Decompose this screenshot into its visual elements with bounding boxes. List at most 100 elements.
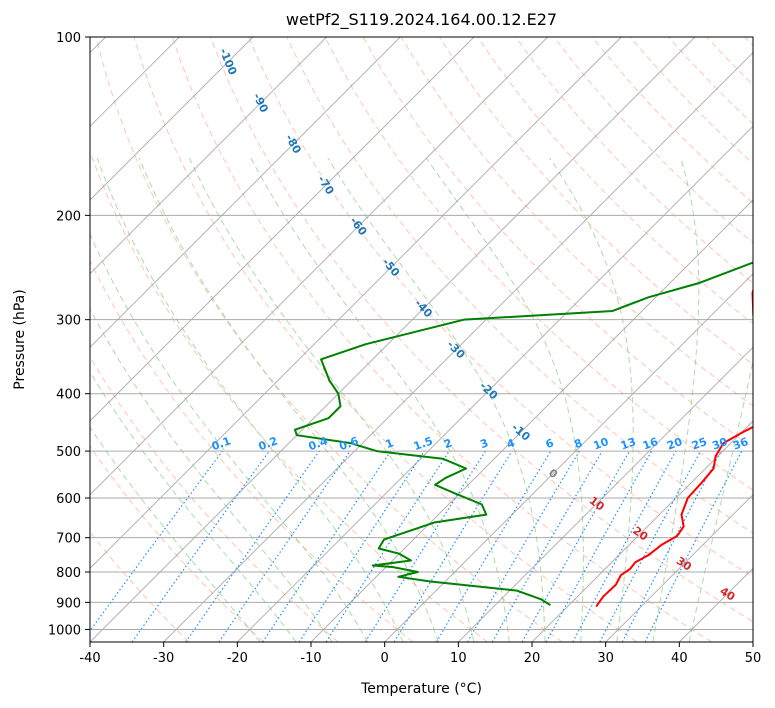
mixing-ratio-label: 1.5 <box>412 434 435 453</box>
mixing-ratio-label: 6 <box>544 436 556 451</box>
dry-adiabat-line <box>744 37 753 47</box>
y-tick-label: 900 <box>56 596 81 611</box>
dry-adiabat-line <box>515 37 753 284</box>
moist-adiabat-line <box>90 233 369 642</box>
y-axis-ticks: 100 200 300 400 500 600 700 800 900 1000 <box>48 31 90 638</box>
x-tick-label: 40 <box>671 651 688 666</box>
mixing-ratio-line <box>218 450 351 642</box>
mixing-ratio-label: 13 <box>619 435 638 452</box>
mixing-ratio-label: 30 <box>710 435 729 453</box>
x-axis-label: Temperature (°C) <box>360 681 482 697</box>
x-tick-label: -20 <box>227 651 248 666</box>
x-axis-ticks: -40 -30 -20 -10 0 10 20 30 40 50 <box>79 642 761 666</box>
isotherm-line <box>678 567 753 642</box>
mixing-ratio-line <box>435 450 552 642</box>
x-tick-label: -40 <box>79 651 100 666</box>
isotherm-line <box>163 51 753 642</box>
x-tick-label: 0 <box>381 651 389 666</box>
moist-adiabat-line <box>250 157 510 642</box>
y-axis-label: Pressure (hPa) <box>12 289 28 389</box>
moist-adiabat-line <box>549 157 634 642</box>
moist-adiabat-line <box>425 157 584 642</box>
y-tick-label: 200 <box>56 209 81 224</box>
mixing-ratio-line <box>90 450 223 632</box>
isotherm-line <box>531 420 753 642</box>
isotherm-line <box>90 37 401 349</box>
mixing-ratio-label: 36 <box>731 435 750 453</box>
x-tick-label: -30 <box>153 651 174 666</box>
dry-adiabat-line <box>90 445 264 642</box>
mixing-ratio-label: 20 <box>665 435 684 453</box>
plot-frame <box>89 36 754 643</box>
dry-adiabat-line <box>210 37 753 623</box>
dry-adiabat-line <box>90 356 339 642</box>
mixing-ratio-label: 8 <box>572 436 584 451</box>
y-tick-label: 500 <box>56 445 81 460</box>
isotherm-line <box>90 37 696 642</box>
mixing-ratio-line <box>644 450 743 642</box>
dry-adiabat-line <box>553 37 753 244</box>
moist-adiabat-line <box>327 157 546 642</box>
mixing-ratio-label: 16 <box>641 435 660 453</box>
dry-adiabat-line <box>90 531 190 642</box>
x-tick-label: 20 <box>524 651 541 666</box>
y-tick-label: 100 <box>56 31 81 46</box>
isotherm-line <box>605 493 753 642</box>
x-tick-label: 30 <box>597 651 614 666</box>
mixing-ratio-line <box>599 450 702 642</box>
mixing-ratio-label: 2 <box>442 436 454 451</box>
isotherm-line <box>752 641 753 642</box>
mixing-ratio-line <box>393 450 513 642</box>
mixing-ratio-label: 0.4 <box>307 434 330 453</box>
pressure-gridlines <box>90 37 753 630</box>
dry-adiabat-line <box>90 259 414 642</box>
temperature-profile-line <box>595 288 753 608</box>
mixing-ratio-label: 0.1 <box>210 434 233 453</box>
y-tick-label: 300 <box>56 314 81 329</box>
dry-adiabat-line <box>324 37 753 491</box>
isotherm-line <box>90 37 254 201</box>
x-tick-label: 10 <box>450 651 467 666</box>
mixing-ratio-line <box>262 450 392 642</box>
dry-adiabat-line <box>668 37 753 125</box>
mixing-ratio-line <box>325 450 450 642</box>
mixing-ratio-label: 0.6 <box>338 434 361 453</box>
mixing-ratio-label: 1 <box>384 436 396 451</box>
isotherm-line <box>90 37 475 422</box>
mixing-ratio-label: 0.2 <box>257 434 280 453</box>
dry-adiabat-line <box>706 37 753 86</box>
dry-adiabat-line <box>248 37 753 578</box>
moist-adiabat-line <box>90 370 297 642</box>
isotherm-line <box>384 272 753 642</box>
mixing-ratio-line <box>364 450 486 642</box>
mixing-ratio-line <box>521 450 631 642</box>
moist-adiabat-line <box>90 426 261 642</box>
mixing-ratio-label: 4 <box>505 436 517 451</box>
mixing-ratio-line <box>572 450 677 642</box>
mixing-ratio-label: 10 <box>592 435 611 453</box>
mixing-ratio-line <box>298 450 425 642</box>
dewpoint-profile-line <box>293 261 753 607</box>
chart-title: wetPf2_S119.2024.164.00.12.E27 <box>286 10 557 30</box>
moist-adiabat-line <box>90 308 333 642</box>
moist-adiabat-line <box>652 157 700 642</box>
dry-adiabat-line <box>90 150 488 642</box>
dry-adiabat-label: -90 <box>250 91 271 115</box>
isotherm-line <box>310 199 753 642</box>
y-tick-label: 800 <box>56 566 81 581</box>
x-tick-label: -10 <box>300 651 321 666</box>
y-tick-label: 1000 <box>48 623 81 638</box>
mixing-ratio-label: 3 <box>478 436 490 451</box>
x-tick-label: 50 <box>745 651 762 666</box>
isotherm-line <box>236 125 753 642</box>
dry-adiabat-line <box>133 37 638 642</box>
dry-adiabat-line <box>286 37 753 534</box>
profile-series <box>293 261 753 608</box>
y-tick-label: 700 <box>56 532 81 547</box>
dry-adiabat-line <box>171 37 712 642</box>
isotherm-line <box>90 37 328 275</box>
y-tick-label: 400 <box>56 388 81 403</box>
dry-adiabat-line <box>591 37 753 204</box>
dry-adiabat-line <box>95 37 563 642</box>
